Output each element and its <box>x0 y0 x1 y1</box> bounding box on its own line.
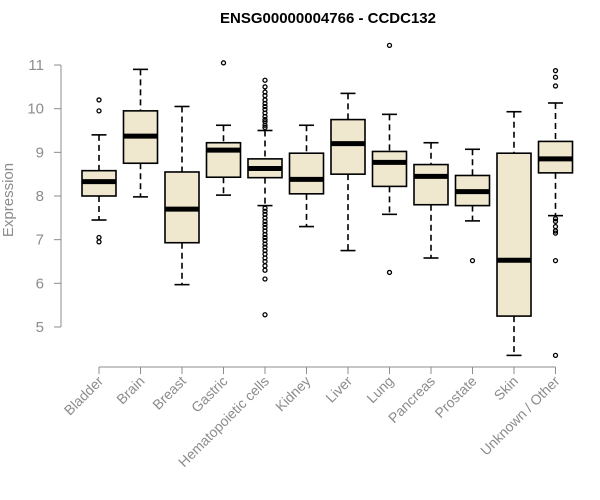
box-unknown-other <box>537 68 574 359</box>
outlier-point <box>386 269 393 276</box>
x-tick-label: Kidney <box>272 373 314 415</box>
x-tick-label: Breast <box>149 373 189 413</box>
y-tick-label: 6 <box>36 275 44 292</box>
box-hematopoietic-cells <box>247 77 283 318</box>
outlier-point <box>262 92 268 99</box>
outlier-point <box>552 352 559 359</box>
outlier-point <box>262 124 268 131</box>
y-tick-label: 9 <box>36 144 44 161</box>
outlier-point <box>386 42 393 48</box>
outlier-point <box>552 68 559 74</box>
outlier-point <box>552 216 559 222</box>
x-tick-label: Unknown / Other <box>477 373 563 459</box>
outlier-point <box>262 276 268 282</box>
box-brain <box>122 68 159 198</box>
x-tick-label: Prostate <box>431 373 479 421</box>
outlier-point <box>262 234 268 241</box>
outlier-point <box>262 221 268 228</box>
y-tick-label: 5 <box>36 319 44 336</box>
x-tick-label: Skin <box>491 373 522 404</box>
outlier-point <box>262 205 268 211</box>
outlier-point <box>262 77 268 83</box>
iqr-box <box>413 163 449 206</box>
y-tick-label: 7 <box>36 232 44 249</box>
box-bladder <box>81 97 117 245</box>
x-tick-label: Bladder <box>61 373 107 419</box>
box-kidney <box>288 124 325 228</box>
x-tick-label: Lung <box>363 373 396 406</box>
outlier-point <box>96 97 102 103</box>
outlier-point <box>262 113 268 120</box>
x-tick-label: Brain <box>113 373 147 407</box>
outlier-point <box>262 100 268 107</box>
outlier-point <box>96 108 102 114</box>
outlier-point <box>96 239 102 245</box>
box-prostate <box>454 148 491 264</box>
outlier-point <box>552 223 559 230</box>
iqr-box <box>288 152 325 195</box>
outlier-point <box>262 116 268 123</box>
outlier-point <box>262 267 268 273</box>
y-axis-label: Expression <box>0 163 17 237</box>
outlier-point <box>262 218 268 224</box>
outlier-point <box>552 230 559 236</box>
x-tick-label: Liver <box>322 373 355 406</box>
outlier-point <box>262 312 268 318</box>
outlier-point <box>262 263 268 269</box>
outlier-point <box>262 231 268 238</box>
box-gastric <box>205 60 242 196</box>
y-axis: 5 6 7 8 9 10 11 <box>27 57 62 336</box>
outlier-point <box>262 258 268 265</box>
outlier-point <box>552 218 559 224</box>
outlier-point <box>552 228 559 234</box>
outlier-point <box>262 122 268 128</box>
outlier-point <box>552 83 559 89</box>
outlier-point <box>96 234 102 241</box>
outlier-point <box>262 208 268 214</box>
outlier-point <box>220 60 227 66</box>
outlier-point <box>262 84 268 90</box>
y-tick-label: 11 <box>28 57 44 74</box>
box-lung <box>371 42 408 276</box>
chart-title: ENSG00000004766 - CCDC132 <box>220 10 436 27</box>
iqr-box <box>496 152 532 317</box>
outlier-point <box>262 103 268 110</box>
box-liver <box>330 92 366 252</box>
box-pancreas <box>413 141 449 259</box>
box-breast <box>164 105 200 286</box>
box-series <box>81 42 574 359</box>
outlier-point <box>552 74 559 80</box>
outlier-point <box>469 257 476 264</box>
outlier-point <box>552 257 559 264</box>
outlier-point <box>262 241 268 247</box>
iqr-box <box>371 150 408 188</box>
y-tick-label: 10 <box>27 101 44 118</box>
y-tick-label: 8 <box>36 188 44 205</box>
iqr-box <box>330 118 366 175</box>
box-skin <box>496 110 532 357</box>
